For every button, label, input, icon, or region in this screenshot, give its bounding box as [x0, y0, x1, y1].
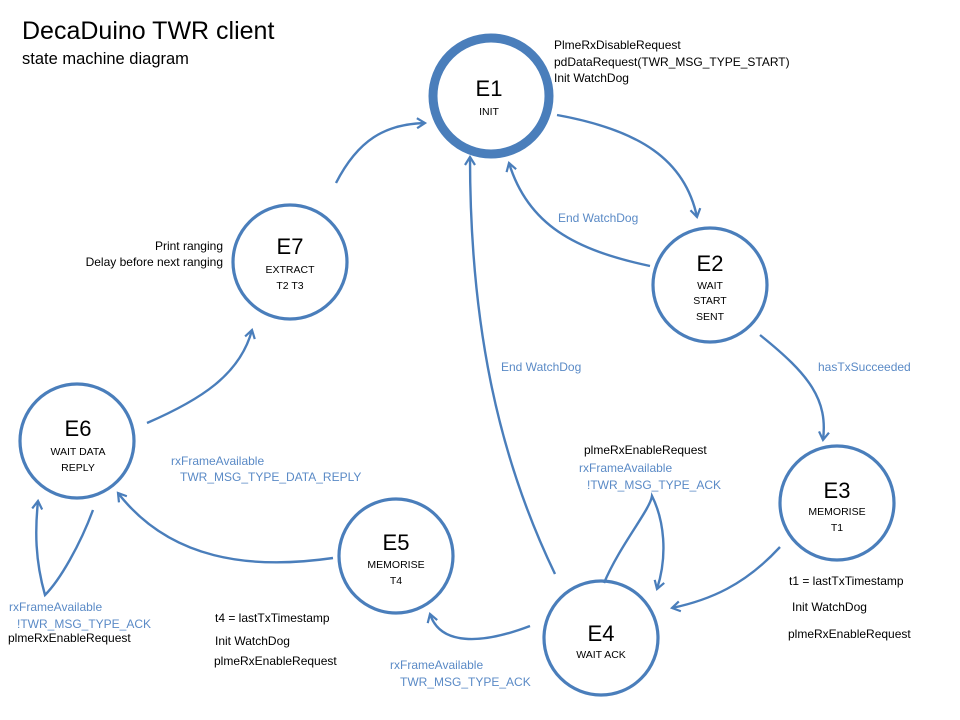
- state-e1-id: E1: [476, 76, 503, 101]
- action-e7-line-1: Print ranging: [155, 239, 223, 253]
- state-e7-id: E7: [277, 234, 304, 259]
- state-e2: E2 WAIT START SENT: [651, 226, 769, 344]
- action-e4-line-1: plmeRxEnableRequest: [584, 443, 707, 457]
- condition-e4-to-e5: rxFrameAvailable TWR_MSG_TYPE_ACK: [390, 658, 531, 689]
- state-e3-label-line-2: T1: [831, 522, 843, 534]
- condition-e6-self-line-1: rxFrameAvailable: [9, 600, 102, 614]
- condition-e4-self-line-1: rxFrameAvailable: [579, 461, 672, 475]
- action-e7-line-2: Delay before next ranging: [86, 255, 223, 269]
- state-e3-id: E3: [824, 478, 851, 503]
- diagram-subtitle: state machine diagram: [22, 50, 189, 68]
- actions-e5: t4 = lastTxTimestamp Init WatchDog plmeR…: [214, 611, 337, 668]
- action-e3-line-2: Init WatchDog: [792, 600, 867, 614]
- action-e6-line-1: plmeRxEnableRequest: [8, 631, 131, 645]
- arrow-e1-to-e2: [556, 113, 702, 220]
- arrow-e2-to-e1: [505, 161, 651, 268]
- action-e1-line-3: Init WatchDog: [554, 71, 629, 85]
- arrow-e6-self: [31, 498, 95, 598]
- arrow-e5-to-e6: [116, 491, 334, 564]
- action-e5-line-3: plmeRxEnableRequest: [214, 654, 337, 668]
- state-e2-label-line-3: SENT: [696, 311, 725, 323]
- state-e5-label-line-1: MEMORISE: [367, 559, 424, 571]
- condition-e2-to-e3: hasTxSucceeded: [818, 360, 911, 374]
- state-e6-id: E6: [65, 416, 92, 441]
- state-e7-label-line-1: EXTRACT: [265, 264, 315, 276]
- condition-e4-self: rxFrameAvailable !TWR_MSG_TYPE_ACK: [579, 461, 721, 492]
- state-e5-id: E5: [383, 530, 410, 555]
- action-e3-line-3: plmeRxEnableRequest: [788, 627, 911, 641]
- action-e5-line-1: t4 = lastTxTimestamp: [215, 611, 330, 625]
- condition-e4-to-e5-line-1: rxFrameAvailable: [390, 658, 483, 672]
- arrow-e7-to-e1: [334, 117, 428, 184]
- state-e2-id: E2: [697, 251, 724, 276]
- state-e5-label-line-2: T4: [390, 575, 402, 587]
- state-e2-label-line-2: START: [693, 295, 727, 307]
- arrow-e4-to-e5: [426, 612, 531, 641]
- condition-e4-self-line-2: !TWR_MSG_TYPE_ACK: [587, 478, 721, 492]
- state-e5: E5 MEMORISE T4: [337, 497, 455, 615]
- action-e1-line-1: PlmeRxDisableRequest: [554, 38, 681, 52]
- condition-e5-to-e6: rxFrameAvailable TWR_MSG_TYPE_DATA_REPLY: [171, 454, 361, 484]
- condition-e4-to-e1: End WatchDog: [501, 360, 581, 374]
- condition-e5-to-e6-line-1: rxFrameAvailable: [171, 454, 264, 468]
- actions-e4: plmeRxEnableRequest: [584, 443, 707, 457]
- condition-e4-to-e5-line-2: TWR_MSG_TYPE_ACK: [400, 675, 531, 689]
- action-e3-line-1: t1 = lastTxTimestamp: [789, 574, 904, 588]
- state-e4-label-line-1: WAIT ACK: [576, 649, 626, 661]
- actions-e7: Print ranging Delay before next ranging: [86, 239, 223, 269]
- actions-e1: PlmeRxDisableRequest pdDataRequest(TWR_M…: [554, 38, 790, 85]
- diagram-title: DecaDuino TWR client: [22, 17, 274, 45]
- state-e1: E1 INIT: [428, 33, 554, 159]
- actions-e6: plmeRxEnableRequest: [8, 631, 131, 645]
- state-e7: E7 EXTRACT T2 T3: [231, 203, 349, 321]
- action-e1-line-2: pdDataRequest(TWR_MSG_TYPE_START): [554, 55, 790, 69]
- state-e4: E4 WAIT ACK: [542, 579, 660, 697]
- condition-e2-to-e1: End WatchDog: [558, 211, 638, 225]
- condition-e6-self: rxFrameAvailable !TWR_MSG_TYPE_ACK: [9, 600, 151, 631]
- condition-e5-to-e6-line-2: TWR_MSG_TYPE_DATA_REPLY: [180, 470, 361, 484]
- state-e6: E6 WAIT DATA REPLY: [18, 382, 136, 500]
- state-e7-label-line-2: T2 T3: [276, 280, 303, 292]
- arrow-e4-to-e1: [464, 154, 557, 575]
- state-e3: E3 MEMORISE T1: [778, 444, 896, 562]
- state-e6-label-line-2: REPLY: [61, 462, 95, 474]
- action-e5-line-2: Init WatchDog: [215, 634, 290, 648]
- actions-e3: t1 = lastTxTimestamp Init WatchDog plmeR…: [788, 574, 911, 641]
- state-e6-label-line-1: WAIT DATA: [50, 446, 105, 458]
- state-e4-id: E4: [588, 621, 615, 646]
- arrow-e2-to-e3: [759, 334, 830, 443]
- arrow-e4-self: [602, 492, 665, 591]
- state-e3-label-line-1: MEMORISE: [808, 506, 865, 518]
- arrow-e3-to-e4: [669, 546, 781, 613]
- state-e1-label-line-1: INIT: [479, 106, 499, 118]
- state-e2-label-line-1: WAIT: [697, 280, 723, 292]
- arrow-e6-to-e7: [146, 327, 256, 425]
- condition-e6-self-line-2: !TWR_MSG_TYPE_ACK: [17, 617, 151, 631]
